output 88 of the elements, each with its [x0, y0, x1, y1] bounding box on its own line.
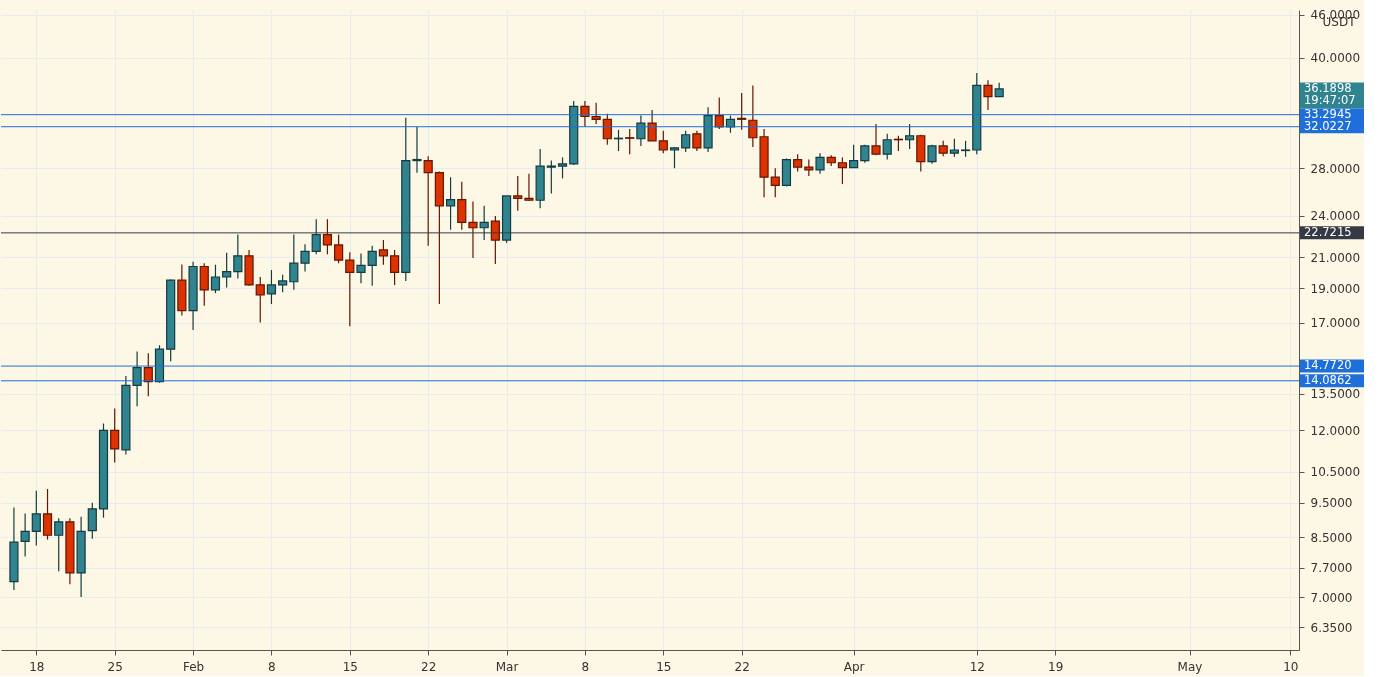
candlestick	[602, 113, 612, 146]
candlestick	[222, 252, 232, 288]
x-tick-label: 22	[734, 659, 750, 674]
ref-line-label: 14.7720	[1304, 358, 1352, 373]
candlestick	[345, 251, 355, 327]
y-tick-label: 7.0000	[1310, 590, 1353, 605]
candlestick	[322, 218, 333, 255]
candlestick	[737, 92, 747, 131]
candlestick	[490, 215, 500, 265]
x-tick-label: Mar	[495, 659, 519, 674]
candlestick	[42, 488, 53, 541]
x-tick-label: 22	[421, 659, 437, 674]
candlestick	[367, 245, 377, 287]
candlestick	[87, 502, 97, 540]
candlestick	[289, 233, 299, 291]
y-tick-label: 7.7000	[1310, 561, 1353, 576]
ref-line-label: 33.2945	[1304, 106, 1352, 121]
candlestick	[233, 233, 243, 280]
x-tick-label: 8	[581, 659, 590, 674]
candlestick	[210, 264, 221, 294]
candlestick	[546, 160, 556, 195]
candlestick	[31, 490, 41, 547]
candlestick	[815, 152, 825, 175]
ref-line-label: 32.0227	[1304, 118, 1352, 133]
candlestick	[557, 156, 568, 179]
x-tick-label: 15	[656, 659, 672, 674]
x-tick-label: Feb	[182, 659, 205, 674]
x-tick-label: 19	[1048, 659, 1064, 674]
y-tick-label: 13.5000	[1310, 387, 1361, 402]
candlestick	[389, 249, 400, 286]
x-tick-label: 12	[969, 659, 985, 674]
candlestick	[625, 128, 635, 155]
candlestick	[647, 109, 657, 142]
x-tick-label: 10	[1283, 659, 1299, 674]
ref-line-label: 22.7215	[1304, 224, 1352, 239]
candlestick	[905, 123, 915, 150]
candlestick	[468, 200, 478, 259]
candlestick	[54, 517, 64, 572]
y-tick-label: 9.5000	[1310, 496, 1353, 511]
candlestick	[692, 130, 702, 152]
candlestick	[524, 173, 534, 202]
y-tick-label: 10.5000	[1310, 465, 1361, 480]
x-tick-label: 8	[268, 659, 276, 674]
x-tick-label: Apr	[843, 659, 865, 674]
candlestick	[143, 352, 153, 397]
ref-line-label: 14.0862	[1304, 372, 1352, 387]
candlestick	[681, 130, 691, 153]
y-tick-label: 12.0000	[1310, 423, 1361, 438]
candlestick	[871, 123, 881, 156]
y-tick-label: 17.0000	[1310, 316, 1361, 331]
x-tick-label: May	[1177, 659, 1203, 674]
candlestick	[849, 144, 859, 169]
y-tick-label: 21.0000	[1310, 250, 1361, 265]
text: 36.1898	[1304, 80, 1352, 95]
candlestick	[445, 176, 456, 231]
x-tick-label: 15	[342, 659, 358, 674]
y-tick-label: 19.0000	[1310, 281, 1361, 296]
text: 19:47:07	[1304, 93, 1356, 108]
y-tick-label: 40.0000	[1310, 51, 1361, 66]
candlestick	[949, 138, 959, 158]
x-tick-label: 25	[107, 659, 123, 674]
candlestick	[300, 243, 310, 273]
candlestick	[266, 269, 277, 305]
candlestick	[837, 156, 848, 185]
candlestick	[199, 262, 209, 307]
candlestick	[636, 114, 646, 147]
x-tick-label: 18	[29, 659, 45, 674]
candlestick	[412, 126, 422, 174]
candlestick	[882, 133, 892, 161]
y-tick-label: 24.0000	[1310, 209, 1361, 224]
candlestick	[255, 276, 265, 324]
candlestick	[423, 155, 433, 247]
candlestick	[770, 167, 780, 198]
candlestick	[457, 181, 467, 231]
candlestick	[110, 407, 120, 463]
candlestick	[658, 130, 668, 154]
candlestick	[983, 79, 993, 111]
y-tick-label: 28.0000	[1310, 161, 1361, 176]
candlestick	[714, 96, 724, 130]
y-tick-label: 8.5000	[1310, 530, 1353, 545]
candlestick	[20, 512, 30, 558]
candlestick	[311, 218, 321, 255]
candlestick	[356, 252, 366, 284]
candlestick	[334, 233, 344, 264]
candlestick	[378, 239, 388, 266]
y-tick-label: 6.3500	[1310, 620, 1353, 635]
candlestick	[513, 175, 523, 212]
candlestick	[479, 205, 489, 241]
